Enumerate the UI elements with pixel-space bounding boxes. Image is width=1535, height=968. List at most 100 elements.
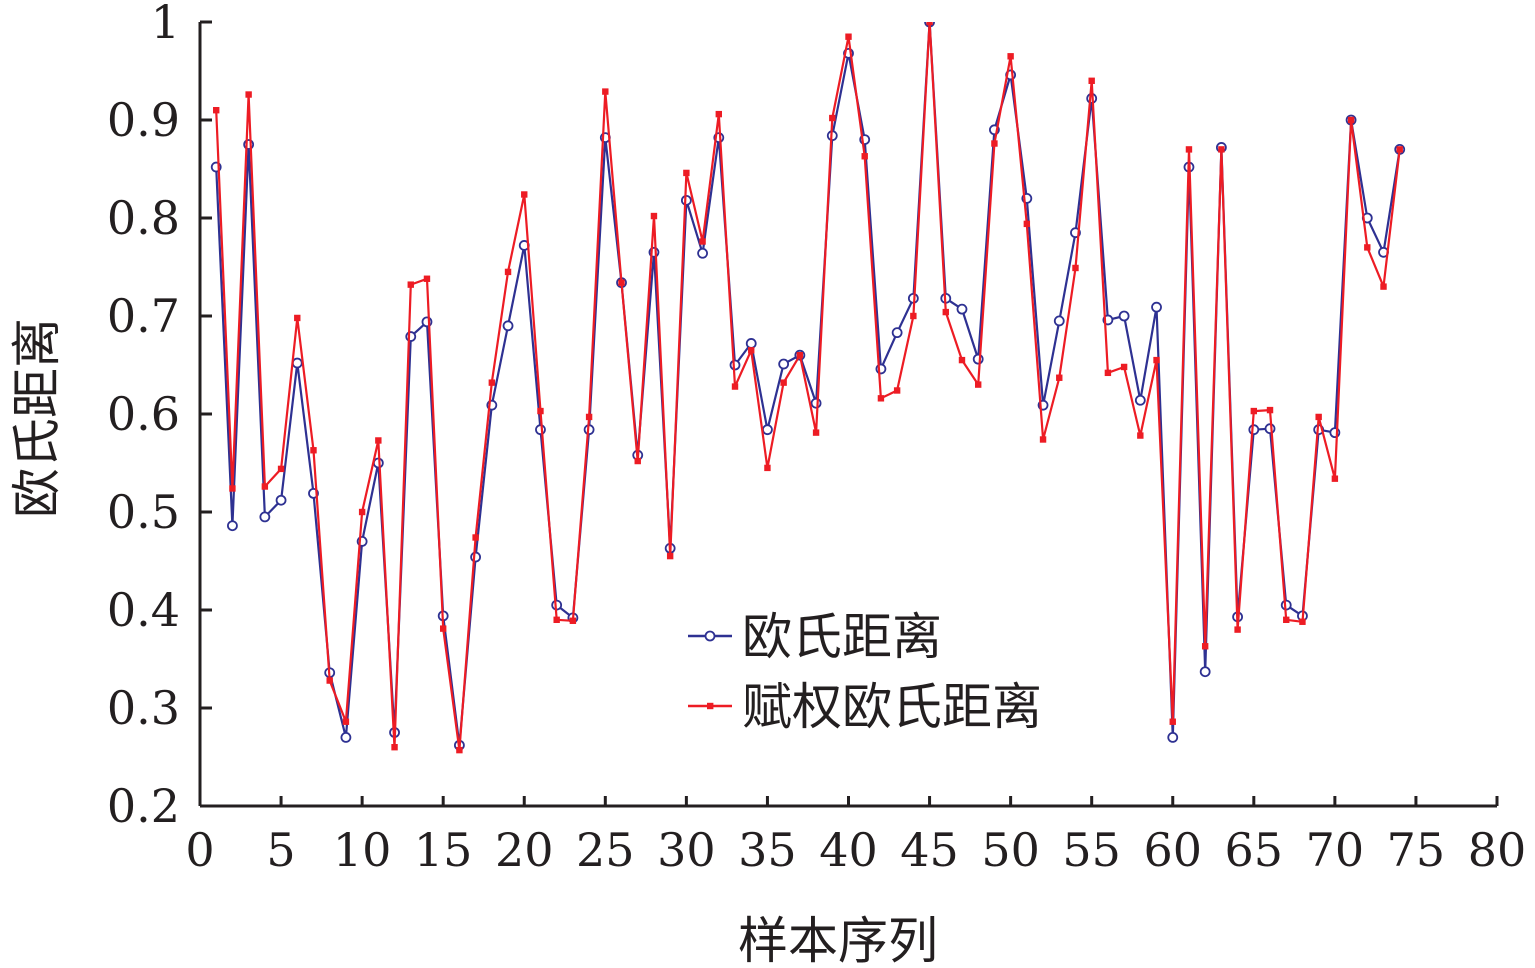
- data-point: [1380, 283, 1387, 290]
- data-point: [910, 312, 917, 320]
- y-axis-title: 欧氏距离: [8, 318, 66, 518]
- data-point: [423, 275, 431, 282]
- data-point: [1120, 363, 1128, 371]
- data-point: [956, 303, 968, 315]
- data-point: [1072, 264, 1079, 272]
- legend-label: 赋权欧氏距离: [742, 678, 1042, 736]
- y-tick-label: 0.2: [107, 779, 180, 833]
- legend-label: 欧氏距离: [742, 608, 942, 666]
- data-point: [1007, 53, 1014, 60]
- x-axis-title: 样本序列: [738, 912, 938, 968]
- data-point: [439, 625, 447, 632]
- data-point: [1088, 77, 1095, 84]
- data-point: [213, 107, 220, 114]
- data-point: [1039, 436, 1047, 443]
- data-point: [780, 379, 787, 386]
- data-point: [326, 677, 333, 684]
- data-point: [1283, 616, 1290, 623]
- data-point: [1347, 116, 1355, 124]
- data-point: [972, 353, 984, 365]
- data-point: [829, 114, 836, 122]
- data-point: [358, 508, 366, 516]
- data-point: [340, 732, 352, 743]
- data-point: [245, 91, 252, 98]
- data-point: [683, 169, 690, 177]
- data-point: [1151, 301, 1162, 313]
- data-point: [488, 379, 496, 386]
- data-point: [1396, 146, 1403, 153]
- data-point: [731, 383, 739, 390]
- data-point: [666, 552, 674, 560]
- x-tick-label: 20: [495, 823, 554, 877]
- data-point: [764, 464, 771, 472]
- data-point: [375, 437, 382, 444]
- data-point: [472, 534, 479, 541]
- data-point: [275, 494, 287, 506]
- data-point: [1299, 618, 1306, 625]
- data-point: [277, 465, 285, 473]
- data-point: [650, 212, 658, 220]
- data-point: [891, 327, 903, 339]
- data-point: [697, 247, 708, 259]
- data-point: [1201, 643, 1209, 650]
- data-point: [942, 308, 949, 316]
- data-point: [991, 140, 998, 147]
- data-point: [618, 279, 625, 286]
- data-point: [405, 331, 417, 342]
- x-tick-label: 80: [1468, 823, 1527, 877]
- x-tick-label: 0: [185, 823, 214, 877]
- x-tick-label: 70: [1306, 823, 1365, 877]
- data-point: [1053, 315, 1065, 327]
- data-point: [310, 447, 317, 454]
- data-point: [975, 381, 982, 388]
- data-point: [762, 424, 773, 436]
- x-tick-label: 5: [266, 823, 295, 877]
- data-point: [1169, 718, 1176, 725]
- x-tick-label: 35: [738, 823, 797, 877]
- y-tick-label: 0.9: [107, 93, 180, 147]
- data-point: [1218, 146, 1225, 153]
- data-point: [634, 457, 641, 465]
- data-point: [861, 153, 868, 160]
- data-point: [778, 358, 790, 370]
- data-point: [926, 22, 933, 26]
- x-tick-label: 40: [819, 823, 878, 877]
- data-point: [1023, 220, 1031, 228]
- y-tick-label: 0.8: [107, 191, 180, 245]
- data-point: [1185, 146, 1193, 153]
- y-tick-label: 1: [151, 0, 180, 49]
- data-point: [958, 356, 966, 364]
- data-point: [470, 551, 482, 563]
- y-tick-label: 0.3: [107, 681, 180, 735]
- data-point: [502, 320, 514, 332]
- data-point: [1315, 413, 1322, 421]
- data-point: [261, 483, 269, 490]
- data-point: [1118, 310, 1130, 322]
- x-tick-label: 50: [981, 823, 1040, 877]
- data-point: [1167, 732, 1179, 743]
- data-point: [1234, 626, 1241, 633]
- data-point: [796, 352, 804, 359]
- data-point: [845, 33, 852, 40]
- data-point: [729, 359, 741, 371]
- data-point: [745, 338, 757, 349]
- data-point: [877, 395, 885, 402]
- data-point: [715, 110, 722, 118]
- series-2: [213, 22, 1403, 754]
- y-tick-label: 0.6: [107, 387, 180, 441]
- data-point: [227, 520, 238, 532]
- data-point: [1364, 244, 1371, 251]
- x-tick-label: 45: [900, 823, 959, 877]
- data-point: [1331, 475, 1339, 482]
- data-point: [229, 485, 236, 492]
- x-tick-label: 30: [657, 823, 716, 877]
- data-point: [342, 718, 350, 725]
- legend-marker: [704, 630, 716, 642]
- data-point: [1134, 394, 1146, 406]
- y-tick-label: 0.7: [107, 289, 180, 343]
- data-point: [1266, 406, 1274, 414]
- axes: 0 5 10 15 20 25 30 35 40 45 50 55 60 65 70 75 80 0.2 0.3 0.…: [107, 0, 1526, 877]
- y-tick-label: 0.5: [107, 485, 180, 539]
- legend-marker: [707, 702, 714, 710]
- data-point: [1250, 407, 1258, 415]
